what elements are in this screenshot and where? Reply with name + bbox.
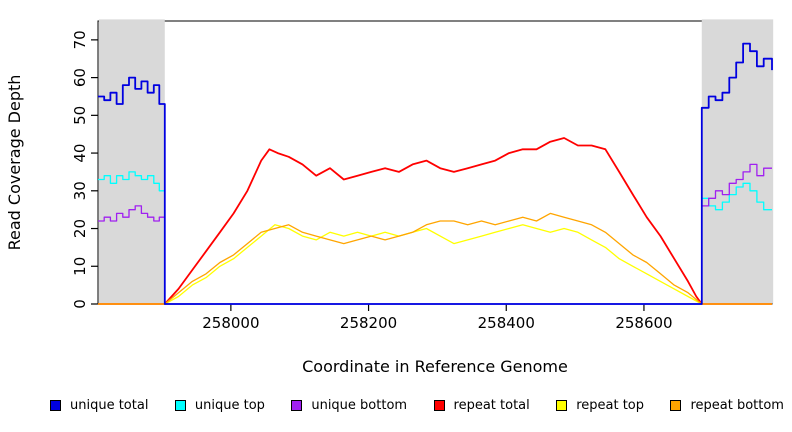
legend-swatch-unique-total bbox=[50, 399, 61, 411]
series-repeat-top bbox=[98, 224, 772, 305]
series-unique-top bbox=[98, 171, 772, 305]
y-axis-title: Read Coverage Depth bbox=[5, 75, 24, 251]
y-tick-label: 0 bbox=[71, 299, 89, 309]
legend-item-repeat-bottom: repeat bottom bbox=[670, 398, 784, 413]
legend-swatch-repeat-total bbox=[433, 399, 445, 411]
legend-item-repeat-total: repeat total bbox=[433, 397, 530, 413]
y-tick-label: 50 bbox=[71, 106, 89, 125]
legend-item-unique-total: unique total bbox=[50, 398, 148, 413]
legend-swatch-repeat-top bbox=[556, 399, 568, 411]
y-tick-label: 20 bbox=[71, 219, 89, 238]
legend-label-repeat-total: repeat total bbox=[453, 397, 530, 413]
chart-legend: unique total unique top unique bottom re… bbox=[50, 395, 784, 415]
legend-item-unique-top: unique top bbox=[174, 397, 265, 413]
series-repeat-bottom bbox=[98, 212, 772, 305]
legend-label-repeat-bottom: repeat bottom bbox=[690, 397, 784, 413]
x-tick-label: 258200 bbox=[340, 314, 397, 332]
legend-label-repeat-top: repeat top bbox=[576, 397, 644, 413]
legend-item-repeat-top: repeat top bbox=[556, 398, 644, 413]
legend-swatch-unique-bottom bbox=[291, 399, 303, 411]
legend-label-unique-top: unique top bbox=[194, 397, 265, 413]
series-repeat-total bbox=[98, 137, 772, 305]
legend-swatch-repeat-bottom bbox=[670, 399, 682, 411]
shaded-region-left bbox=[98, 19, 165, 304]
series-unique-total bbox=[98, 42, 773, 305]
y-tick-label: 60 bbox=[71, 68, 89, 87]
legend-label-unique-bottom: unique bottom bbox=[311, 397, 408, 413]
legend-item-unique-bottom: unique bottom bbox=[291, 398, 407, 413]
x-tick-label: 258000 bbox=[202, 314, 259, 332]
x-tick-label: 258400 bbox=[478, 314, 535, 332]
y-tick-label: 70 bbox=[71, 30, 89, 49]
legend-label-unique-total: unique total bbox=[70, 397, 149, 413]
x-tick-label: 258600 bbox=[615, 314, 672, 332]
y-tick-label: 30 bbox=[71, 181, 89, 200]
legend-swatch-unique-top bbox=[174, 399, 186, 411]
x-axis-title: Coordinate in Reference Genome bbox=[302, 357, 568, 376]
y-tick-label: 40 bbox=[71, 144, 89, 163]
y-tick-label: 10 bbox=[71, 257, 89, 276]
coverage-chart: 258000 258200 258400 258600 0 10 20 30 40 50 60 70 C… bbox=[5, 19, 774, 376]
